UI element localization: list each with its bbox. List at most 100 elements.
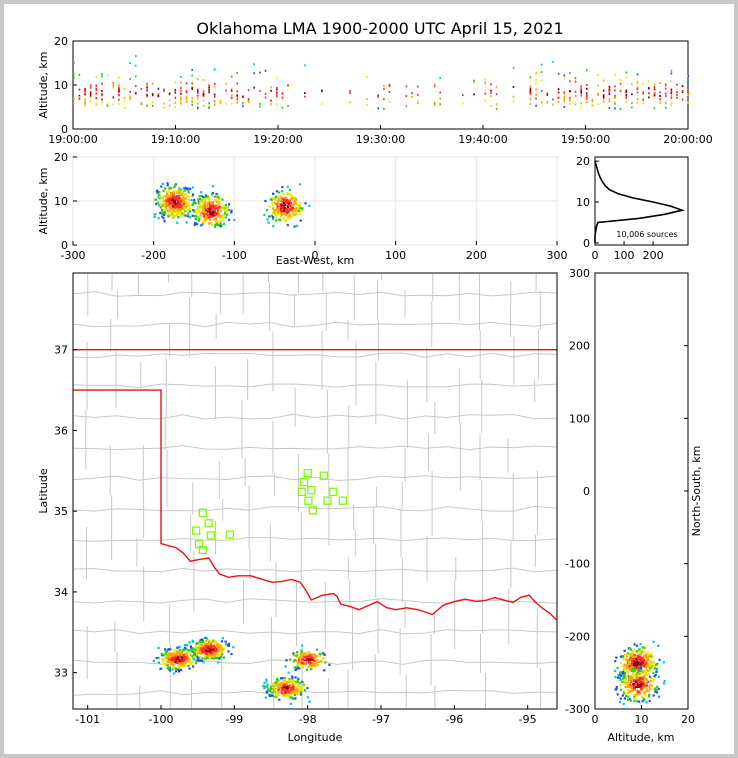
plan-view-source — [310, 662, 313, 665]
ew-source — [217, 224, 221, 227]
ew-source — [158, 197, 161, 200]
ew-source — [200, 191, 203, 194]
ew-source — [209, 215, 212, 218]
time-height-source — [202, 104, 205, 107]
time-height-source — [321, 102, 323, 105]
ew-source — [230, 209, 233, 212]
ns-source — [624, 653, 627, 657]
time-height-source — [653, 94, 656, 97]
ew-source — [271, 207, 274, 210]
plan-view-source — [291, 683, 294, 686]
time-height-source — [349, 101, 351, 104]
plan-view-source — [294, 668, 297, 671]
plan-view-source — [212, 639, 215, 642]
plan-view-source — [210, 646, 213, 650]
plan-view-source — [299, 682, 302, 685]
ew-source — [188, 195, 191, 198]
time-height-source — [236, 72, 239, 74]
plan-view-source — [179, 665, 182, 668]
ns-source — [637, 656, 640, 659]
ew-source — [274, 212, 277, 215]
time-height-source — [535, 72, 537, 75]
ew-source — [188, 187, 192, 190]
plan-view-source — [306, 687, 309, 690]
ew-source — [290, 194, 293, 197]
ew-source — [165, 208, 168, 211]
plan-view-source — [311, 657, 314, 660]
time-height-source — [112, 85, 115, 88]
ew-source — [196, 208, 199, 211]
plan-view-source — [184, 644, 187, 647]
time-height-source — [213, 104, 216, 107]
ns-source — [630, 655, 633, 658]
ew-source — [194, 210, 197, 213]
ns-source — [619, 678, 622, 681]
ew-source — [204, 196, 207, 199]
ew-source — [299, 204, 302, 208]
plan-view-source — [214, 650, 217, 653]
ns-source — [627, 688, 630, 692]
ns-source — [650, 684, 653, 687]
ew-source — [170, 191, 173, 195]
plan-view-source — [205, 639, 208, 642]
plan-view-source — [282, 694, 285, 697]
ew-source — [181, 212, 184, 215]
ew-source — [180, 214, 183, 217]
time-height-source — [191, 74, 193, 77]
time-height-source — [174, 106, 177, 109]
plan-view-source — [168, 666, 171, 669]
ns-source — [630, 680, 633, 683]
ew-source — [221, 206, 224, 209]
ew-height-ylabel: Altitude, km — [37, 167, 50, 234]
plan-view-source — [312, 664, 315, 667]
plan-view-source — [206, 647, 209, 650]
ns-source — [619, 673, 622, 676]
ew-source — [182, 199, 185, 202]
county-boundary — [72, 383, 558, 389]
time-height-source — [197, 90, 199, 93]
plan-view-source — [221, 647, 224, 650]
time-height-source — [490, 83, 492, 86]
ew-source — [298, 212, 301, 215]
ew-source — [211, 185, 215, 188]
time-height-source — [433, 104, 436, 107]
ew-source — [207, 210, 210, 213]
county-boundary — [72, 567, 558, 573]
time-height-source — [625, 101, 628, 103]
ns-source — [651, 679, 654, 682]
time-height-source — [462, 94, 464, 97]
plan-view-source — [268, 694, 271, 697]
ns-source — [639, 642, 642, 646]
ew-source — [210, 223, 214, 226]
ns-source — [642, 697, 645, 700]
ew-source — [178, 188, 181, 191]
time-height-source — [619, 79, 622, 81]
plan-view-source — [302, 653, 305, 656]
time-height-source — [433, 85, 436, 88]
plan-view-source — [299, 693, 302, 696]
ew-source — [194, 221, 197, 225]
plan-view-source — [292, 652, 295, 655]
ns-altitude-axes — [594, 272, 689, 710]
plan-view-source — [299, 653, 302, 656]
plan-view-source — [266, 686, 269, 689]
plan-view-source — [292, 688, 295, 691]
time-height-source — [157, 93, 160, 96]
ns-source — [628, 682, 631, 685]
time-height-source — [642, 102, 644, 104]
ew-source — [200, 204, 203, 208]
time-height-source — [631, 93, 633, 96]
ns-source — [635, 661, 638, 664]
plan-view-source — [207, 643, 210, 646]
plan-view-source — [176, 649, 180, 652]
time-height-source — [151, 94, 154, 97]
plan-view-source — [290, 696, 293, 699]
plan-view-source — [195, 659, 198, 662]
plan-view-source — [313, 659, 316, 663]
plan-view-source — [305, 657, 308, 660]
time-height-source — [625, 71, 628, 74]
ns-source — [632, 676, 635, 679]
ew-source — [184, 210, 187, 213]
plan-view-source — [167, 656, 170, 659]
plan-view-source — [182, 648, 185, 651]
